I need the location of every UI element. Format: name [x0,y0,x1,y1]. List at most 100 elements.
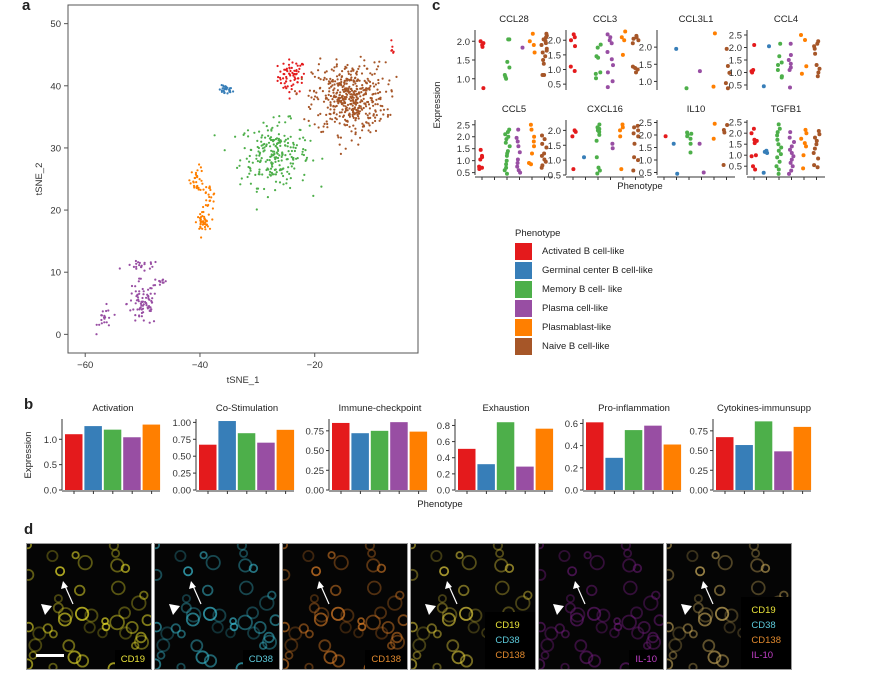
cell-signal [672,626,687,641]
data-point [377,65,380,68]
data-point [786,58,791,62]
data-point [152,320,156,323]
cell-signal [246,606,259,620]
data-point [137,300,140,303]
data-point [266,167,269,170]
cell-signal [583,551,592,560]
data-point [341,85,344,89]
channel-label-box: CD138 [365,650,407,669]
data-point [324,97,327,100]
cell-signal [397,614,407,627]
data-point [213,134,216,137]
data-point [333,83,336,86]
x-axis-label: Phenotype [617,181,662,192]
x-tick-label: −60 [77,360,93,371]
cell-signal [202,584,214,597]
data-point [303,173,306,176]
data-point [611,63,615,68]
data-point [386,115,389,118]
data-point [258,170,261,174]
data-point [275,137,279,140]
cell-signal [441,612,456,627]
data-point [148,306,151,309]
cell-signal [160,626,175,641]
data-point [388,79,391,82]
cell-signal [130,641,140,650]
data-point [753,153,758,158]
data-point [205,186,208,189]
data-point [544,145,549,150]
data-point [282,167,285,170]
data-point [816,156,821,161]
cell-signal [637,621,651,635]
cell-signal [211,621,224,634]
arrow-icon [448,585,458,605]
data-point [620,122,625,127]
arrow-head-icon [445,581,452,589]
y-tick-label: 0.5 [729,162,742,173]
micrograph-canvas [155,544,279,669]
data-point [620,125,625,130]
arrow-icon [576,585,586,605]
data-point [316,96,319,99]
data-point [335,63,338,66]
arrowhead-marker-icon [425,604,436,615]
data-point [815,165,820,170]
data-point [516,144,521,149]
data-point [791,154,796,159]
legend-swatch [515,262,532,279]
data-point [329,117,332,120]
data-point [309,107,312,110]
data-point [298,90,301,93]
cell-signal [667,544,672,550]
data-point [597,132,602,137]
data-point [358,65,361,68]
y-tick-label: 1.5 [639,60,652,71]
facet-ccl5: CCL5 0.51.01.52.02.5 [457,104,553,180]
data-point [249,169,252,172]
y-tick-label: 1.5 [457,144,470,155]
legend-label: Memory B cell- like [542,284,623,295]
data-point [342,97,345,100]
cell-signal [330,584,342,597]
data-point [374,129,378,132]
data-point [350,89,354,92]
facet-title: CCL5 [502,104,526,115]
data-point [598,70,603,75]
bar [142,424,161,490]
data-point [261,134,264,137]
data-point [330,68,333,71]
data-point [349,103,352,106]
data-point [363,64,366,67]
data-point [372,113,375,116]
cell-signal [667,568,675,581]
data-point [357,117,360,120]
channel-label-box: CD19 CD38 CD138 [485,612,535,669]
data-point [632,141,637,146]
facet-title: CCL3L1 [679,14,714,25]
facet-co-stimulation: Co-Stimulation 0.00 0.25 0.50 0.75 1.00 [173,403,295,497]
data-point [272,116,275,119]
data-point [688,150,693,155]
data-point [229,91,232,94]
data-point [213,192,216,195]
cell-signal [544,626,559,641]
data-point [270,149,273,152]
data-point [190,171,193,174]
facet-ccl3l1: CCL3L1 1.0 1.5 2.0 [639,14,732,91]
bar [123,437,141,490]
cell-signal [185,612,200,627]
data-point [276,79,279,82]
data-point [134,302,137,305]
data-point [355,98,358,101]
data-point [338,111,341,114]
data-point [381,105,384,108]
data-point [193,186,196,189]
cell-signal [134,634,150,650]
data-point [103,321,106,324]
data-point [149,309,152,313]
data-point [292,143,295,146]
cell-signal [623,580,638,596]
data-point [290,66,293,69]
data-point [312,194,315,197]
